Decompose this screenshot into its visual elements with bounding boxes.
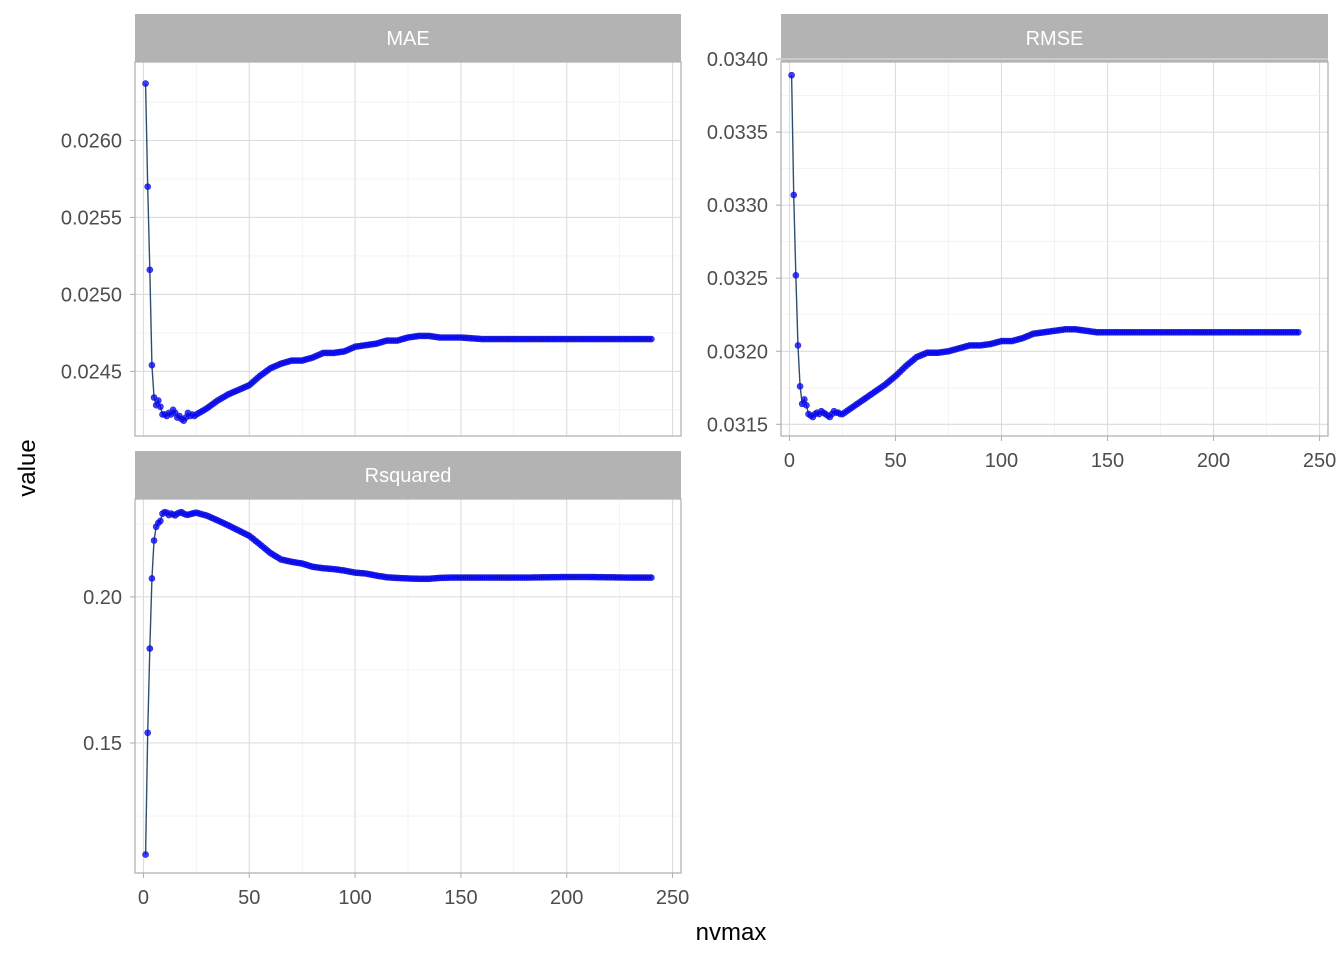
y-axis-title: value xyxy=(14,439,41,496)
data-point xyxy=(801,396,808,403)
y-tick-label: 0.0250 xyxy=(61,284,122,306)
data-point xyxy=(144,729,151,737)
data-point xyxy=(157,517,164,525)
panel-rmse: RMSE 0.0315 0.0320 0.0325 0.0330 0.0335 0.0340… xyxy=(707,14,1336,472)
strip-label: Rsquared xyxy=(365,465,452,487)
y-tick-label: 0.0260 xyxy=(61,130,122,152)
data-point xyxy=(142,851,149,858)
x-tick-label: 250 xyxy=(1303,450,1336,472)
x-tick-label: 0 xyxy=(784,450,795,472)
data-point xyxy=(794,342,802,349)
data-point xyxy=(146,266,154,274)
x-tick-label: 100 xyxy=(338,887,371,909)
data-point xyxy=(788,71,795,79)
y-tick-label: 0.0315 xyxy=(707,414,768,436)
data-point xyxy=(146,645,154,652)
strip-label: MAE xyxy=(386,28,429,50)
strip-background xyxy=(135,451,681,499)
y-tick-label: 0.0335 xyxy=(707,122,768,144)
data-point xyxy=(157,403,164,411)
strip-label: RMSE xyxy=(1026,28,1084,50)
x-tick-label: 200 xyxy=(550,887,583,909)
data-point xyxy=(148,361,156,369)
panel-border xyxy=(134,61,682,437)
y-tick-label: 0.0320 xyxy=(707,341,768,363)
x-tick-label: 150 xyxy=(1091,450,1124,472)
data-point xyxy=(792,271,800,279)
panel-rsquared: Rsquared 0.15 0.20 0 50 100 150 200 250 xyxy=(83,451,689,909)
data-point xyxy=(150,537,158,544)
x-tick-label: 50 xyxy=(884,450,906,472)
data-point xyxy=(648,574,655,581)
data-point xyxy=(796,383,804,390)
y-tick-label: 0.0245 xyxy=(61,361,122,383)
x-axis-title: nvmax xyxy=(696,919,767,946)
y-tick-label: 0.15 xyxy=(83,733,122,755)
data-point xyxy=(1295,328,1302,336)
data-point xyxy=(154,397,162,404)
x-tick-label: 250 xyxy=(656,887,689,909)
panel-border xyxy=(780,61,1329,437)
y-tick-label: 0.0325 xyxy=(707,268,768,290)
y-tick-label: 0.0255 xyxy=(61,207,122,229)
data-point xyxy=(142,80,149,87)
data-point xyxy=(144,183,151,190)
facet-panels: MAE 0.0245 0.0250 0.0255 0.0260 RMSE 0.0315 0.0… xyxy=(61,14,1336,909)
y-tick-label: 0.0340 xyxy=(707,49,768,71)
panel-border xyxy=(134,498,682,874)
data-point xyxy=(648,335,655,343)
panel-mae: MAE 0.0245 0.0250 0.0255 0.0260 xyxy=(61,14,682,437)
y-tick-label: 0.0330 xyxy=(707,195,768,217)
data-point xyxy=(803,402,810,409)
x-tick-label: 50 xyxy=(238,887,260,909)
strip-background xyxy=(135,14,681,62)
data-point xyxy=(148,575,156,582)
x-tick-label: 100 xyxy=(985,450,1018,472)
x-tick-label: 200 xyxy=(1197,450,1230,472)
strip-background xyxy=(781,14,1328,62)
x-tick-label: 150 xyxy=(444,887,477,909)
y-tick-label: 0.20 xyxy=(83,587,122,609)
data-point xyxy=(790,191,798,199)
x-tick-label: 0 xyxy=(138,887,149,909)
